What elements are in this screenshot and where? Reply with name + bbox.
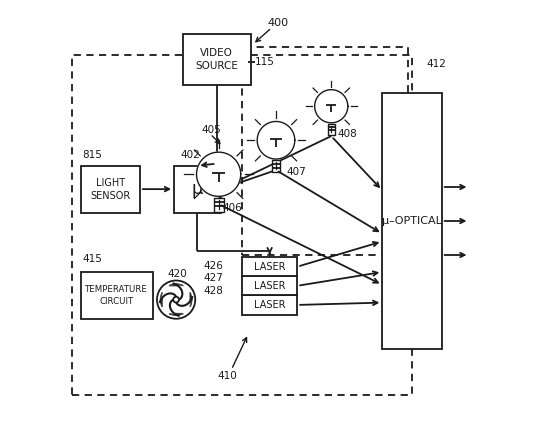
Text: 410: 410	[217, 371, 237, 381]
Bar	[242, 47, 408, 255]
Text: μ: μ	[192, 180, 203, 198]
Polygon shape	[160, 292, 162, 307]
Bar	[242, 276, 297, 295]
Text: 427: 427	[203, 273, 223, 283]
Text: 815: 815	[82, 150, 103, 160]
Circle shape	[173, 297, 179, 303]
Bar	[382, 94, 442, 348]
Bar	[327, 124, 335, 135]
Text: 426: 426	[203, 261, 223, 271]
Text: LASER: LASER	[254, 262, 285, 272]
Polygon shape	[169, 283, 184, 286]
Text: 412: 412	[427, 59, 447, 69]
Text: 407: 407	[287, 167, 307, 177]
Text: 420: 420	[167, 269, 187, 279]
Text: 400: 400	[268, 18, 288, 28]
Polygon shape	[315, 90, 348, 123]
Text: 408: 408	[338, 129, 357, 139]
Bar	[213, 198, 224, 212]
Bar	[174, 166, 221, 212]
Bar	[272, 160, 280, 173]
Text: 428: 428	[203, 286, 223, 296]
Text: LASER: LASER	[254, 300, 285, 310]
Polygon shape	[196, 152, 241, 196]
Text: 415: 415	[82, 254, 103, 264]
Text: 405: 405	[202, 125, 221, 135]
Text: VIDEO
SOURCE: VIDEO SOURCE	[195, 48, 238, 71]
Text: LASER: LASER	[254, 281, 285, 291]
Bar	[80, 272, 153, 319]
Circle shape	[157, 280, 195, 319]
Polygon shape	[169, 314, 184, 316]
Text: μ–OPTICAL: μ–OPTICAL	[382, 216, 442, 226]
Polygon shape	[257, 122, 295, 159]
Text: 406: 406	[223, 203, 243, 213]
Bar	[242, 257, 297, 276]
Text: 115: 115	[255, 57, 274, 67]
Polygon shape	[190, 292, 192, 307]
Text: 402: 402	[180, 150, 200, 160]
Bar	[72, 55, 412, 395]
Bar	[242, 295, 297, 314]
Text: LIGHT
SENSOR: LIGHT SENSOR	[90, 178, 131, 201]
Bar	[80, 166, 140, 212]
Text: TEMPERATURE
CIRCUIT: TEMPERATURE CIRCUIT	[85, 285, 148, 306]
Bar	[182, 34, 250, 85]
